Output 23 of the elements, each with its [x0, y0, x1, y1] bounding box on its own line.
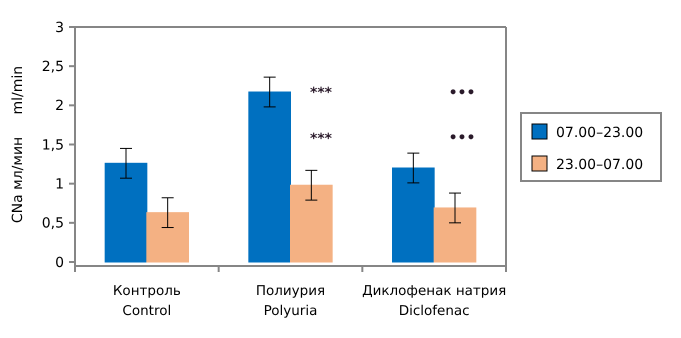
y-tick-label: 1,5	[42, 137, 64, 154]
y-tick-label: 0,5	[42, 216, 64, 232]
annotation: ***	[310, 130, 333, 147]
x-tick-label: Контроль Control	[112, 283, 181, 319]
annotation: ***	[310, 84, 333, 101]
y-axis-title: CNa мл/мин ml/min	[10, 66, 26, 224]
y-tick-label: 2,5	[42, 59, 64, 76]
legend-label: 07.00–23.00	[556, 124, 644, 141]
bar	[146, 212, 189, 262]
y-tick-label: 1	[55, 176, 64, 193]
x-tick-label: Диклофенак натрия Diclofenac	[362, 283, 506, 319]
y-tick-label: 3	[55, 20, 64, 36]
x-tick-label: Полиурия Polyuria	[256, 283, 326, 319]
y-tick-label: 0	[55, 254, 64, 271]
bar	[104, 162, 148, 262]
bar	[434, 207, 476, 262]
y-tick-label: 2	[55, 98, 64, 114]
legend-label: 23.00–07.00	[556, 156, 644, 173]
bar	[248, 92, 291, 262]
annotation: •••	[448, 84, 476, 101]
annotation: •••	[448, 130, 476, 146]
bar	[392, 168, 435, 262]
bar	[290, 184, 333, 262]
